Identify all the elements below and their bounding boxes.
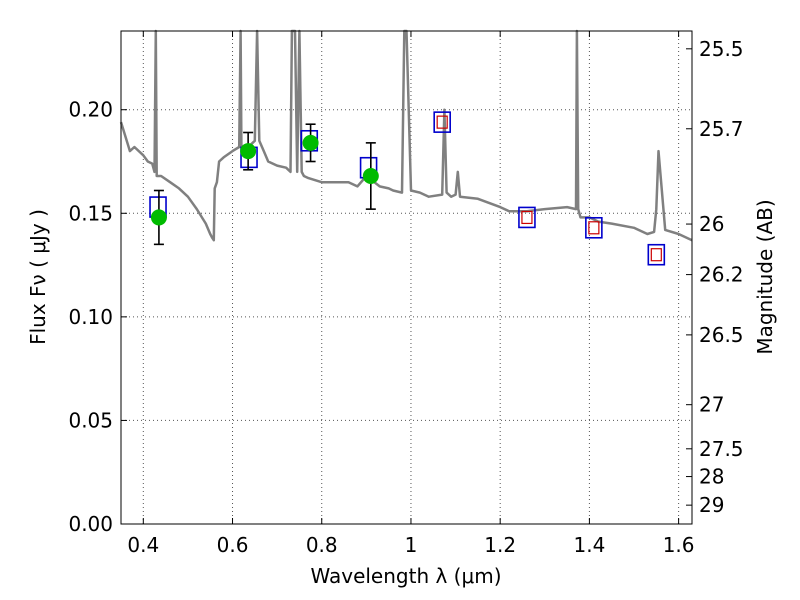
magnitude-tick-label: 25.5: [699, 37, 744, 61]
magnitude-tick-label: 27.5: [699, 437, 744, 461]
y-axis-label-left: Flux Fν ( μJy ): [26, 209, 50, 345]
x-tick-label: 1.4: [573, 533, 605, 557]
magnitude-tick-label: 28: [699, 465, 724, 489]
observed-photometry-layer: [150, 123, 379, 246]
x-tick-label: 0.6: [217, 533, 249, 557]
model-spectrum-layer: [119, 29, 693, 242]
y-tick-label: 0.00: [68, 512, 113, 536]
plot-frame: [120, 30, 693, 525]
magnitude-tick-label: 26.5: [699, 323, 744, 347]
x-tick-label: 1.2: [484, 533, 516, 557]
x-tick-label: 0.8: [306, 533, 338, 557]
y-tick-label: 0.05: [68, 408, 113, 432]
observed-flux-point: [362, 168, 379, 184]
y-tick-label: 0.15: [68, 201, 113, 225]
observed-flux-point: [240, 143, 257, 160]
x-tick-label: 1: [405, 533, 418, 557]
x-tick-label: 1.6: [663, 533, 695, 557]
grid: [121, 31, 692, 525]
y-tick-label: 0.10: [68, 305, 113, 329]
axis-ticks: 0.4 0.6 0.8 1 1.2 1.4 1.6 0.00 0.05 0.10 0.15 0.20 2…: [68, 31, 744, 557]
magnitude-tick-label: 26: [699, 212, 724, 236]
model-photometry-box: [647, 243, 666, 266]
observed-flux-point: [150, 209, 167, 226]
magnitude-tick-label: 26.2: [699, 263, 744, 287]
model-photometry-box: [585, 216, 603, 239]
x-axis-label: Wavelength λ (μm): [310, 564, 501, 588]
magnitude-tick-label: 25.7: [699, 117, 744, 141]
undetected-photometry-box: [521, 210, 533, 225]
magnitude-tick-label: 27: [699, 393, 724, 417]
x-tick-label: 0.4: [127, 533, 159, 557]
undetected-photometry-box: [436, 115, 448, 129]
model-photometry-box: [433, 111, 451, 133]
y-tick-label: 0.20: [68, 98, 113, 122]
model-photometry-layer: [149, 111, 666, 266]
model-spectrum-line: [119, 29, 693, 242]
undetected-photometry-box: [650, 248, 662, 262]
undetected-photometry-box: [588, 221, 600, 235]
model-photometry-box: [518, 206, 536, 229]
y-axis-label-right: Magnitude (AB): [753, 199, 777, 354]
observed-flux-point: [302, 134, 319, 151]
magnitude-tick-label: 29: [699, 493, 724, 517]
